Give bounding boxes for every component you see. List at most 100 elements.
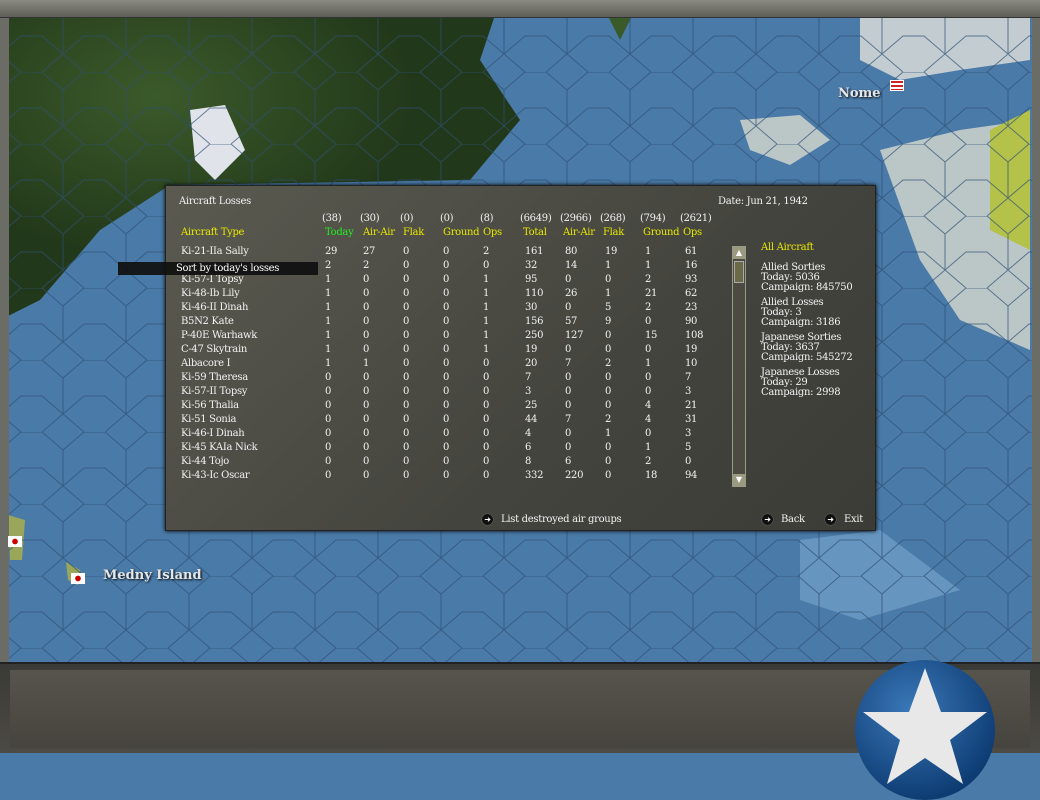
- column-header-flak[interactable]: Flak: [403, 227, 424, 238]
- cell-value: 7: [525, 372, 532, 383]
- japan-flag-icon[interactable]: [71, 573, 85, 584]
- cell-value: 220: [565, 470, 584, 481]
- column-total: (6649): [520, 213, 552, 224]
- cell-value: 19: [605, 246, 618, 257]
- header-aircraft-type[interactable]: Aircraft Type: [181, 227, 245, 238]
- cell-value: 1: [483, 274, 490, 285]
- button-label: List destroyed air groups: [501, 514, 622, 525]
- column-header-flak[interactable]: Flak: [603, 227, 624, 238]
- cell-value: 1: [645, 246, 652, 257]
- cell-value: 156: [525, 316, 544, 327]
- cell-value: 0: [403, 414, 410, 425]
- scroll-up-icon[interactable]: ▲: [733, 247, 745, 259]
- summary-title: Japanese Sorties: [761, 332, 842, 343]
- aircraft-name: Ki-21-IIa Sally: [181, 246, 249, 257]
- japan-flag-icon[interactable]: [8, 536, 22, 547]
- cell-value: 0: [605, 330, 612, 341]
- summary-title: Japanese Losses: [761, 367, 840, 378]
- summary-today: Today: 3637: [761, 342, 820, 353]
- back-button[interactable]: ➜ Back: [762, 514, 805, 525]
- cell-value: 0: [363, 302, 370, 313]
- cell-value: 0: [565, 400, 572, 411]
- cell-value: 1: [483, 302, 490, 313]
- cell-value: 0: [363, 400, 370, 411]
- cell-value: 1: [483, 288, 490, 299]
- tooltip: Sort by today's losses: [118, 262, 318, 275]
- cell-value: 0: [403, 386, 410, 397]
- column-total: (268): [600, 213, 626, 224]
- cell-value: 19: [685, 344, 698, 355]
- aircraft-name: Ki-43-Ic Oscar: [181, 470, 250, 481]
- cell-value: 1: [325, 288, 332, 299]
- scroll-thumb[interactable]: [734, 261, 744, 283]
- cell-value: 29: [325, 246, 338, 257]
- cell-value: 23: [685, 302, 698, 313]
- list-destroyed-air-groups-button[interactable]: ➜ List destroyed air groups: [482, 514, 622, 525]
- cell-value: 0: [605, 274, 612, 285]
- cell-value: 0: [443, 442, 450, 453]
- cell-value: 0: [325, 386, 332, 397]
- cell-value: 0: [605, 372, 612, 383]
- cell-value: 0: [565, 372, 572, 383]
- arrow-right-icon: ➜: [482, 514, 493, 525]
- column-header-today[interactable]: Today: [325, 227, 354, 238]
- cell-value: 0: [443, 260, 450, 271]
- cell-value: 2: [605, 414, 612, 425]
- cell-value: 0: [443, 274, 450, 285]
- cell-value: 1: [325, 358, 332, 369]
- cell-value: 0: [645, 428, 652, 439]
- column-header-total[interactable]: Total: [523, 227, 547, 238]
- cell-value: 0: [363, 456, 370, 467]
- column-header-ground[interactable]: Ground: [443, 227, 480, 238]
- summary-campaign: Campaign: 545272: [761, 352, 853, 363]
- cell-value: 1: [645, 442, 652, 453]
- cell-value: 1: [605, 288, 612, 299]
- cell-value: 1: [325, 274, 332, 285]
- cell-value: 0: [403, 428, 410, 439]
- cell-value: 0: [325, 414, 332, 425]
- cell-value: 127: [565, 330, 584, 341]
- cell-value: 0: [325, 400, 332, 411]
- cell-value: 0: [363, 344, 370, 355]
- exit-button[interactable]: ➜ Exit: [825, 514, 863, 525]
- column-header-ops[interactable]: Ops: [483, 227, 502, 238]
- scroll-down-icon[interactable]: ▼: [733, 474, 745, 486]
- column-header-air-air[interactable]: Air-Air: [363, 227, 395, 238]
- dialog-title: Aircraft Losses: [179, 196, 251, 207]
- us-flag-icon[interactable]: [890, 80, 904, 91]
- column-header-air-air[interactable]: Air-Air: [563, 227, 595, 238]
- cell-value: 0: [645, 372, 652, 383]
- cell-value: 0: [443, 386, 450, 397]
- map-label-medny-island[interactable]: Medny Island: [103, 568, 202, 583]
- cell-value: 0: [565, 428, 572, 439]
- cell-value: 110: [525, 288, 544, 299]
- cell-value: 108: [685, 330, 704, 341]
- cell-value: 10: [685, 358, 698, 369]
- cell-value: 5: [685, 442, 692, 453]
- cell-value: 8: [525, 456, 532, 467]
- cell-value: 7: [565, 414, 572, 425]
- aircraft-filter[interactable]: All Aircraft: [761, 242, 814, 253]
- aircraft-name: Ki-57-I Topsy: [181, 274, 244, 285]
- left-frame: [0, 18, 9, 663]
- date-label: Date: Jun 21, 1942: [718, 196, 808, 207]
- summary-campaign: Campaign: 845750: [761, 282, 853, 293]
- map-label-nome[interactable]: Nome: [838, 86, 881, 101]
- cell-value: 62: [685, 288, 698, 299]
- cell-value: 2: [645, 274, 652, 285]
- cell-value: 2: [325, 260, 332, 271]
- us-star-roundel-icon[interactable]: [855, 660, 995, 800]
- cell-value: 0: [605, 442, 612, 453]
- aircraft-name: Albacore I: [181, 358, 231, 369]
- cell-value: 0: [605, 386, 612, 397]
- cell-value: 0: [443, 288, 450, 299]
- cell-value: 0: [363, 274, 370, 285]
- cell-value: 15: [645, 330, 658, 341]
- column-header-ground[interactable]: Ground: [643, 227, 680, 238]
- arrow-right-icon: ➜: [762, 514, 773, 525]
- column-header-ops[interactable]: Ops: [683, 227, 702, 238]
- aircraft-name: Ki-45 KAIa Nick: [181, 442, 258, 453]
- cell-value: 161: [525, 246, 544, 257]
- column-total: (0): [400, 213, 414, 224]
- scrollbar[interactable]: ▲ ▼: [732, 246, 746, 487]
